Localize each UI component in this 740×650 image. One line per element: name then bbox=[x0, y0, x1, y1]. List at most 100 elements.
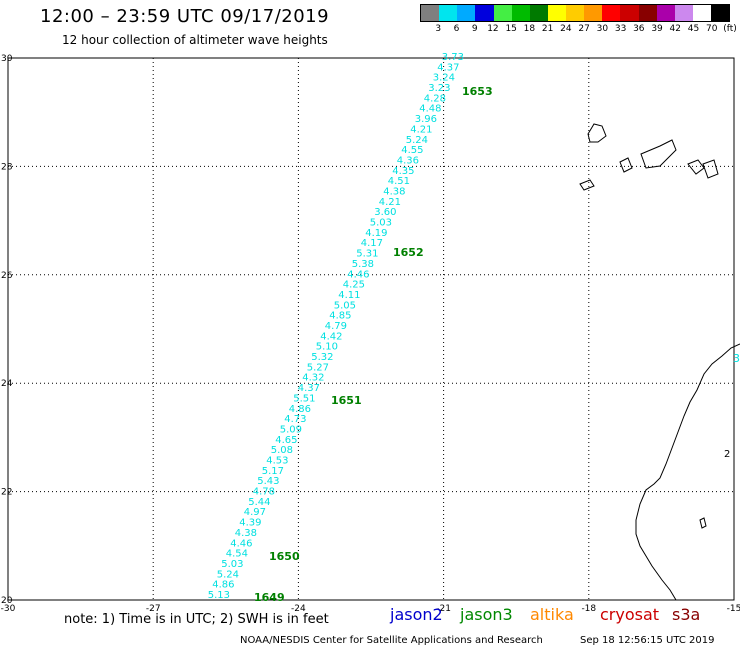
color-scale-label: 3 bbox=[435, 24, 442, 34]
satellite-jason3: jason3 bbox=[460, 605, 513, 624]
satellite-cryosat: cryosat bbox=[600, 605, 660, 624]
color-swatch bbox=[493, 5, 512, 21]
wave-height-label: 5.09 bbox=[280, 424, 302, 435]
color-swatch bbox=[584, 5, 603, 21]
africa-coast bbox=[635, 343, 740, 601]
wave-height-label: 4.46 bbox=[230, 538, 252, 549]
wave-height-label: 4.19 bbox=[365, 228, 387, 239]
color-scale-label: 6 bbox=[453, 24, 460, 34]
longitude-tick-label: -24 bbox=[291, 604, 306, 614]
wave-height-label: 4.17 bbox=[361, 238, 383, 249]
wave-height-label: 4.25 bbox=[343, 280, 365, 291]
canary-island-1 bbox=[587, 123, 607, 143]
pass-time-label: 1653 bbox=[462, 85, 493, 98]
wave-height-label: 5.31 bbox=[356, 249, 378, 260]
wave-height-label: 4.51 bbox=[388, 176, 410, 187]
color-scale-label: 21 bbox=[541, 24, 554, 34]
color-swatch bbox=[529, 5, 548, 21]
color-scale-labels: 3 6 9 12 15 18 21 24 27 30 33 36 39 42 45 70 (ft) bbox=[420, 22, 736, 36]
wave-height-label: 4.86 bbox=[212, 580, 234, 591]
color-swatch bbox=[692, 5, 711, 21]
wave-height-label: 4.54 bbox=[226, 549, 248, 560]
wave-height-label: 3.60 bbox=[374, 207, 396, 218]
credit-text: NOAA/NESDIS Center for Satellite Applica… bbox=[240, 635, 543, 646]
color-swatch bbox=[711, 5, 730, 21]
color-scale-label: 30 bbox=[596, 24, 609, 34]
time-labels: 1653 1652 1651 1650 1649 bbox=[254, 85, 493, 604]
longitude-tick-label: -27 bbox=[146, 604, 161, 614]
canary-island-6 bbox=[579, 179, 595, 191]
wave-height-label: 4.21 bbox=[410, 124, 432, 135]
wave-height-label: 5.24 bbox=[217, 569, 239, 580]
wave-height-track: 3.734.373.243.234.284.483.964.215.244.55… bbox=[208, 52, 464, 601]
wave-height-label: 5.44 bbox=[248, 497, 270, 508]
coast-label: 2 bbox=[724, 449, 730, 460]
wave-height-label: 4.48 bbox=[419, 104, 441, 115]
wave-height-label: 4.37 bbox=[298, 383, 320, 394]
latitude-tick-label: 20 bbox=[1, 596, 13, 606]
canary-island-5 bbox=[702, 159, 719, 179]
wave-height-label: 4.32 bbox=[302, 373, 324, 384]
canary-island-4 bbox=[687, 159, 705, 175]
color-scale-label: 12 bbox=[487, 24, 499, 34]
satellite-s3a: s3a bbox=[672, 605, 701, 624]
longitude-tick-label: -30 bbox=[1, 604, 16, 614]
wave-height-label: 4.11 bbox=[338, 290, 360, 301]
color-swatch bbox=[566, 5, 585, 21]
color-swatch bbox=[620, 5, 639, 21]
wave-height-label: 4.37 bbox=[437, 62, 459, 73]
color-scale-label: 33 bbox=[614, 24, 627, 34]
color-scale-label: 36 bbox=[633, 24, 645, 34]
latitude-tick-label: 28 bbox=[1, 162, 13, 172]
wave-height-label: 4.38 bbox=[383, 187, 405, 198]
wave-height-label: 4.28 bbox=[424, 93, 446, 104]
color-swatch bbox=[421, 5, 440, 21]
color-scale-label: 15 bbox=[505, 24, 517, 34]
longitude-tick-label: -15 bbox=[727, 604, 740, 614]
wave-height-label: 3.96 bbox=[415, 114, 437, 125]
latitude-tick-label: 24 bbox=[1, 379, 13, 389]
color-scale-label: 18 bbox=[523, 24, 536, 34]
wave-height-label: 5.08 bbox=[271, 445, 293, 456]
wave-height-label: 3.73 bbox=[442, 52, 464, 63]
map-frame bbox=[7, 57, 735, 601]
lat-lon-grid bbox=[7, 57, 735, 601]
wave-height-label: 4.46 bbox=[347, 269, 369, 280]
wave-height-label: 4.36 bbox=[397, 155, 419, 166]
satellite-jason2: jason2 bbox=[390, 605, 443, 624]
color-scale-label: 45 bbox=[687, 24, 700, 34]
wave-height-label: 4.97 bbox=[244, 507, 266, 518]
wave-height-label: 5.32 bbox=[311, 352, 333, 363]
wave-height-label: 4.65 bbox=[275, 435, 297, 446]
pass-time-label: 1650 bbox=[269, 550, 300, 563]
wave-height-label: 5.03 bbox=[221, 559, 243, 570]
color-scale-label: 9 bbox=[471, 24, 478, 34]
color-swatch bbox=[511, 5, 530, 21]
longitude-tick-label: -21 bbox=[436, 604, 451, 614]
latitude-tick-label: 22 bbox=[1, 488, 12, 498]
color-scale-label: 24 bbox=[560, 24, 572, 34]
color-scale-label: (ft) bbox=[723, 24, 737, 34]
wave-height-label: 4.73 bbox=[284, 414, 306, 425]
wave-height-label: 5.24 bbox=[406, 135, 428, 146]
wave-height-label: 4.53 bbox=[266, 456, 288, 467]
color-scale-label: 70 bbox=[706, 24, 718, 34]
wave-height-label: 4.78 bbox=[253, 487, 275, 498]
wave-height-label: 3.23 bbox=[428, 83, 450, 94]
wave-height-label: 5.51 bbox=[293, 393, 315, 404]
pass-time-label: 1651 bbox=[331, 394, 362, 407]
wave-height-label: 5.05 bbox=[334, 300, 356, 311]
wave-height-label: 3.24 bbox=[433, 73, 455, 84]
wave-height-label: 4.86 bbox=[289, 404, 311, 415]
color-swatch bbox=[439, 5, 458, 21]
coastal-island bbox=[699, 517, 707, 529]
wave-height-label: 5.38 bbox=[352, 259, 374, 270]
wave-height-label: 5.17 bbox=[262, 466, 284, 477]
color-swatch bbox=[674, 5, 693, 21]
color-scale-swatches bbox=[420, 4, 730, 22]
wave-height-label: 4.42 bbox=[320, 331, 342, 342]
wave-height-label: 5.10 bbox=[316, 342, 338, 353]
latitude-tick-label: 26 bbox=[1, 271, 13, 281]
wave-height-label: 4.39 bbox=[239, 518, 261, 529]
